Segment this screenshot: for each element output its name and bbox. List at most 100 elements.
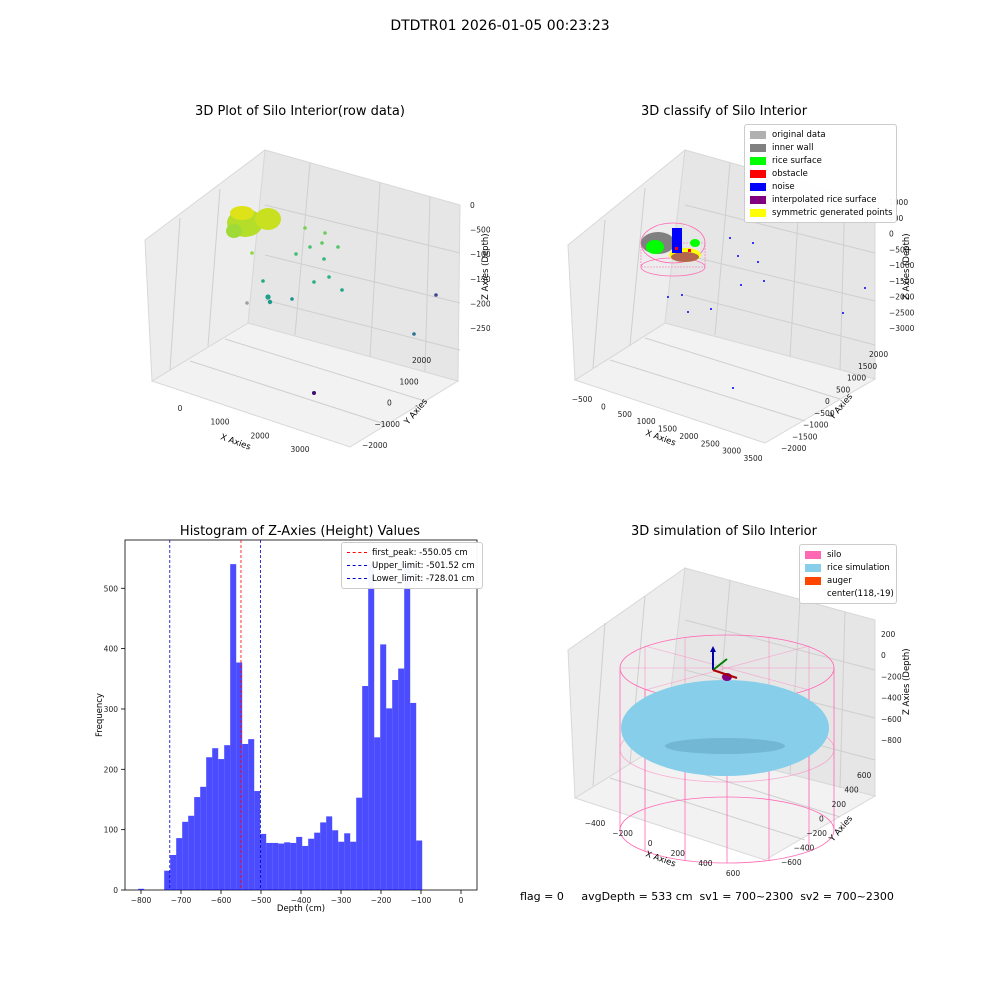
raw-z-tick-label: −2000 <box>470 299 490 308</box>
raw-3d-box <box>144 148 461 448</box>
classify-legend-label: original data <box>772 129 826 140</box>
histogram-bar <box>248 739 255 890</box>
classify-legend-label: rice surface <box>772 155 822 166</box>
classify-x-tick-label: 3000 <box>722 447 741 456</box>
histogram-bar <box>314 832 321 890</box>
histogram-bar <box>386 708 393 890</box>
classify-legend: original data inner wall rice surface obsta… <box>744 124 897 223</box>
classify-z-tick-label: 1000 <box>889 198 908 207</box>
histogram-bar <box>260 833 267 890</box>
simulation-z-tick-label: −800 <box>881 736 902 745</box>
classify-y-tick-label: 0 <box>825 397 830 406</box>
classify-legend-item: obstacle <box>750 167 891 180</box>
histogram-x-tick-label: −800 <box>131 896 152 905</box>
classify-legend-label: interpolated rice surface <box>772 194 877 205</box>
classify-legend-label: obstacle <box>772 168 808 179</box>
simulation-z-tick-label: 0 <box>881 651 886 660</box>
classify-legend-item: symmetric generated points <box>750 206 893 219</box>
histogram-y-tick-label: 200 <box>104 765 119 774</box>
histogram-bar <box>212 748 219 890</box>
classify-z-tick-label: −1500 <box>889 277 915 286</box>
classify-y-tick-label: 1500 <box>858 362 877 371</box>
simulation-legend-label: rice simulation <box>827 562 890 573</box>
simulation-y-tick-label: −200 <box>806 829 827 838</box>
raw-y-ticks: 2000 1000 0 −1000 −2000 <box>362 356 431 450</box>
histogram-bar <box>344 833 351 890</box>
classify-z-tick-label: −2500 <box>889 308 915 317</box>
classify-z-tick-label: −500 <box>889 245 910 254</box>
classify-y-ticks: 2000 1500 1000 500 0 −500 −1000 −1500 −2000 <box>781 350 888 453</box>
simulation-z-tick-label: −400 <box>881 694 902 703</box>
classify-legend-item: original data <box>750 128 891 141</box>
simulation-legend-item: silo <box>805 548 891 561</box>
histogram-legend-label: first_peak: -550.05 cm <box>372 547 468 558</box>
raw-x-tick-label: 0 <box>178 404 183 413</box>
raw-x-tick-label: 2000 <box>250 431 269 440</box>
histogram-y-tick-label: 100 <box>104 826 119 835</box>
histogram-legend-item: first_peak: -550.05 cm <box>347 546 477 559</box>
histogram-bar <box>362 686 369 890</box>
simulation-y-tick-label: −600 <box>781 858 802 867</box>
histogram-bar <box>254 791 261 890</box>
classify-y-tick-label: −2000 <box>781 444 807 453</box>
simulation-y-tick-label: 0 <box>819 815 824 824</box>
classify-y-tick-label: 2000 <box>869 350 888 359</box>
simulation-z-tick-label: 200 <box>881 630 896 639</box>
raw-y-tick-label: −2000 <box>362 441 388 450</box>
raw-x-label: X Axies <box>219 432 252 452</box>
histogram-legend-item: Upper_limit: -501.52 cm <box>347 559 477 572</box>
simulation-y-tick-label: 600 <box>857 771 872 780</box>
histogram-bar <box>278 843 285 890</box>
histogram-legend-label: Lower_limit: -728.01 cm <box>372 573 475 584</box>
classify-x-tick-label: 2000 <box>679 432 698 441</box>
raw-z-tick-label: −1500 <box>470 275 490 284</box>
classify-legend-swatch <box>750 156 766 165</box>
classify-legend-item: noise <box>750 180 891 193</box>
histogram-x-tick-label: −300 <box>331 896 352 905</box>
simulation-legend-item: rice simulation <box>805 561 891 574</box>
axis-arrow-x <box>712 669 738 679</box>
histogram-x-tick-label: −100 <box>411 896 432 905</box>
raw-z-tick-label: 0 <box>470 201 475 210</box>
histogram-bar <box>392 680 399 890</box>
histogram-bar <box>416 840 423 890</box>
histogram-bar <box>236 662 243 890</box>
raw-y-tick-label: −1000 <box>375 420 401 429</box>
classify-legend-swatch <box>750 143 766 152</box>
classify-z-tick-label: 0 <box>889 230 894 239</box>
classify-legend-item: interpolated rice surface <box>750 193 891 206</box>
histogram-bar <box>194 797 201 890</box>
histogram-x-tick-label: −500 <box>251 896 272 905</box>
figure-title: DTDTR01 2026-01-05 00:23:23 <box>390 18 610 34</box>
classify-z-tick-label: −1000 <box>889 261 915 270</box>
histogram-bar <box>176 838 183 890</box>
classify-x-tick-label: 3500 <box>743 454 762 463</box>
histogram-bar <box>266 842 273 890</box>
simulation-legend-item: center(118,-19) <box>805 587 894 600</box>
simulation-legend-swatch <box>805 563 821 572</box>
simulation-legend-swatch <box>805 550 821 559</box>
simulation-x-tick-label: −200 <box>612 829 633 838</box>
classify-legend-item: rice surface <box>750 154 891 167</box>
histogram-bar <box>170 855 177 890</box>
raw-3d-plot: 0 1000 2000 3000 2000 1000 0 −1000 −2000 0 −500 −… <box>144 148 490 454</box>
classify-y-tick-label: 500 <box>836 385 851 394</box>
histogram-legend-line <box>347 565 367 566</box>
classify-x-tick-label: 2500 <box>701 439 720 448</box>
histogram-bar <box>332 830 339 890</box>
histogram-bar <box>290 842 297 890</box>
histogram-bar <box>350 841 357 890</box>
histogram-bar <box>374 737 381 890</box>
histogram-bar <box>404 565 411 890</box>
classify-legend-swatch <box>750 195 766 204</box>
histogram-x-tick-label: −400 <box>291 896 312 905</box>
raw-back-pane <box>247 149 461 382</box>
classify-plot-title: 3D classify of Silo Interior <box>640 104 808 119</box>
raw-z-ticks: 0 −500 −1000 −1500 −2000 −2500 <box>470 201 490 333</box>
histogram-legend-line <box>347 578 367 579</box>
histogram-bar <box>138 888 145 890</box>
classify-points <box>640 222 866 389</box>
simulation-y-ticks: 600 400 200 0 −200 −400 −600 <box>781 771 872 867</box>
histogram-bar <box>338 841 345 890</box>
